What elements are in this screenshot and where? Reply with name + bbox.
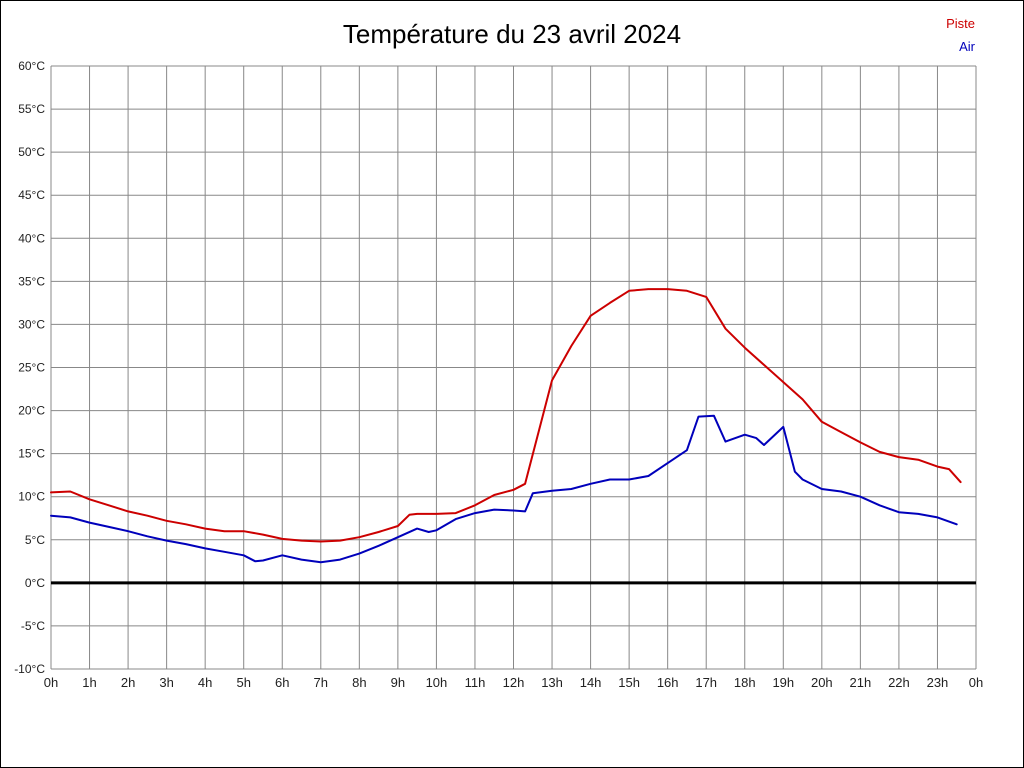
x-tick-label: 23h — [927, 675, 949, 690]
series-line-piste — [50, 288, 962, 543]
y-tick-label: 35°C — [18, 274, 45, 288]
x-tick-label: 5h — [236, 675, 250, 690]
x-tick-label: 10h — [426, 675, 448, 690]
y-tick-label: 25°C — [18, 361, 45, 375]
x-tick-label: 13h — [541, 675, 563, 690]
x-tick-label: 21h — [850, 675, 872, 690]
x-tick-label: 11h — [465, 675, 486, 690]
x-tick-label: 15h — [618, 675, 640, 690]
legend-piste: Piste — [946, 16, 975, 31]
y-tick-label: 5°C — [25, 533, 45, 547]
x-tick-label: 22h — [888, 675, 910, 690]
x-tick-label: 12h — [503, 675, 525, 690]
x-tick-label: 17h — [695, 675, 717, 690]
x-tick-label: 3h — [159, 675, 173, 690]
y-tick-label: 55°C — [18, 102, 45, 116]
y-tick-label: 50°C — [18, 145, 45, 159]
y-tick-label: -10°C — [14, 662, 45, 676]
x-tick-label: 0h — [969, 675, 983, 690]
y-tick-label: 0°C — [25, 576, 45, 590]
legend-air: Air — [959, 38, 975, 54]
x-tick-label: 4h — [198, 675, 212, 690]
x-tick-label: 1h — [82, 675, 96, 690]
legend: Piste Air — [946, 13, 975, 59]
x-tick-label: 8h — [352, 675, 366, 690]
x-tick-label: 7h — [314, 675, 328, 690]
x-tick-label: 9h — [391, 675, 405, 690]
y-tick-label: 45°C — [18, 188, 45, 202]
y-tick-label: 10°C — [18, 490, 45, 504]
x-tick-label: 20h — [811, 675, 833, 690]
x-tick-label: 14h — [580, 675, 602, 690]
y-tick-label: 60°C — [18, 59, 45, 73]
chart-title: Température du 23 avril 2024 — [342, 19, 682, 49]
x-tick-label: 18h — [734, 675, 756, 690]
y-tick-label: 40°C — [18, 231, 45, 245]
y-tick-label: 30°C — [18, 317, 45, 331]
y-tick-label: 15°C — [18, 447, 45, 461]
x-tick-label: 19h — [772, 675, 794, 690]
x-tick-label: 16h — [657, 675, 679, 690]
x-tick-label: 2h — [121, 675, 135, 690]
x-tick-label: 0h — [44, 675, 58, 690]
y-tick-label: 20°C — [18, 404, 45, 418]
x-tick-label: 6h — [275, 675, 289, 690]
series-line-air — [50, 414, 958, 564]
y-tick-label: -5°C — [21, 619, 45, 633]
